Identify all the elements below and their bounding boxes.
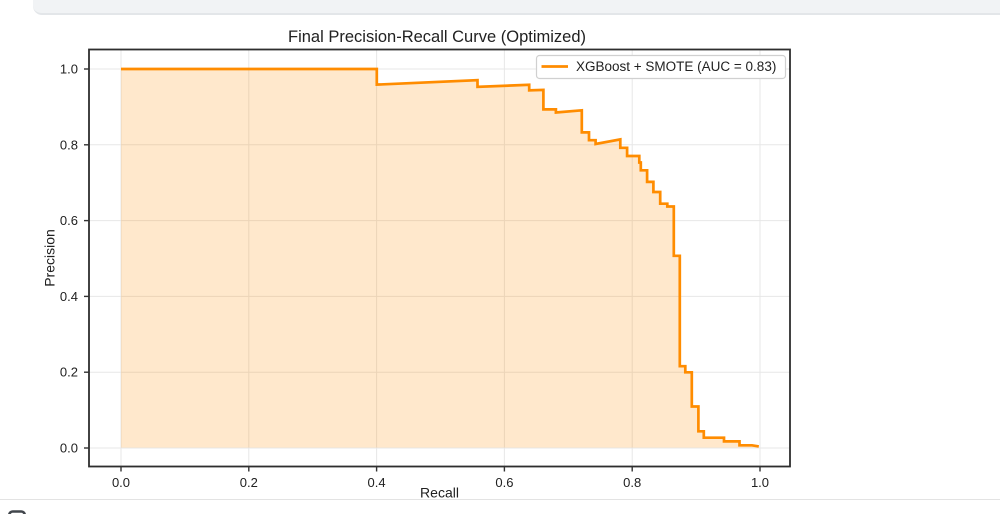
svg-text:Recall: Recall bbox=[420, 485, 459, 501]
svg-text:0.8: 0.8 bbox=[623, 475, 641, 490]
svg-text:1.0: 1.0 bbox=[60, 62, 78, 77]
svg-text:Precision: Precision bbox=[42, 229, 58, 287]
svg-text:0.8: 0.8 bbox=[60, 137, 78, 152]
svg-text:0.0: 0.0 bbox=[112, 475, 130, 490]
svg-text:0.2: 0.2 bbox=[240, 475, 258, 490]
svg-text:0.4: 0.4 bbox=[60, 289, 78, 304]
svg-text:1.0: 1.0 bbox=[751, 475, 769, 490]
svg-text:XGBoost + SMOTE (AUC = 0.83): XGBoost + SMOTE (AUC = 0.83) bbox=[576, 59, 776, 74]
svg-text:0.6: 0.6 bbox=[495, 475, 513, 490]
svg-text:Final Precision-Recall Curve (: Final Precision-Recall Curve (Optimized) bbox=[288, 28, 586, 46]
svg-text:0.0: 0.0 bbox=[60, 441, 78, 456]
svg-text:0.4: 0.4 bbox=[368, 475, 386, 490]
svg-text:0.2: 0.2 bbox=[60, 365, 78, 380]
svg-text:0.6: 0.6 bbox=[60, 213, 78, 228]
